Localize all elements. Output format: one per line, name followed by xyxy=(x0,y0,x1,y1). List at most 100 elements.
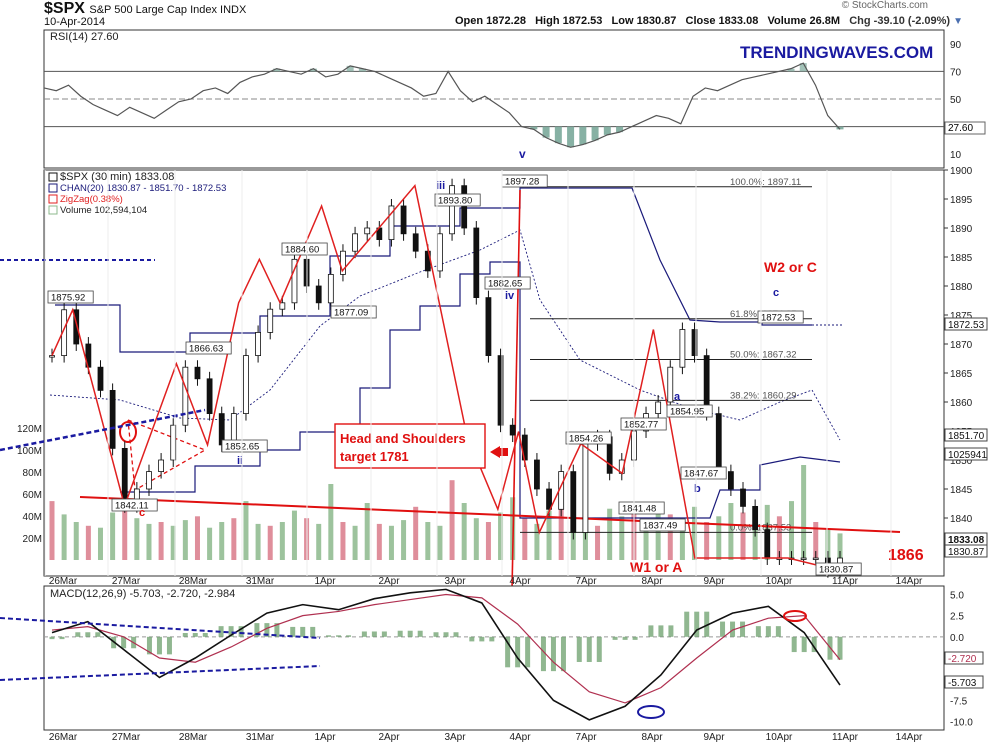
high-value: High 1872.53 xyxy=(535,15,603,27)
right-axis-badge xyxy=(944,447,988,461)
volume-bar xyxy=(182,520,188,560)
volume-bar xyxy=(437,525,443,560)
volume-bar xyxy=(461,503,467,560)
annotation-wave-c-left: c xyxy=(139,507,145,519)
triangle-down-icon[interactable]: ▼ xyxy=(953,16,964,27)
annotation-w2: W2 or C xyxy=(764,259,817,275)
trendline-dotted xyxy=(0,408,206,452)
rsi-panel: RSI(14) 27.60 TRENDINGWAVES.COM 10305070… xyxy=(43,29,986,169)
annotation-wave-ii: ii xyxy=(237,455,243,467)
macd-line xyxy=(51,588,841,721)
macd-x-tick-label: 7Apr xyxy=(575,732,597,743)
volume-bar xyxy=(413,506,419,560)
right-axis-label: 1830.87 xyxy=(948,547,985,558)
macd-histogram-bar xyxy=(632,636,638,640)
volume-bar xyxy=(546,510,552,560)
legend-entry: CHAN(20) 1830.87 - 1851.70 - 1872.53 xyxy=(60,183,226,194)
macd-histogram-bar xyxy=(381,631,387,637)
volume-bar xyxy=(837,533,843,560)
volume-bar xyxy=(328,484,334,560)
price-label: 1842.11 xyxy=(115,501,149,512)
price-tick-label: 1860 xyxy=(950,398,973,409)
price-label: 1884.60 xyxy=(285,245,319,256)
volume-bar xyxy=(73,522,79,560)
x-tick-label: 14Apr xyxy=(896,576,923,587)
candle-body xyxy=(267,308,274,333)
macd-signal-line xyxy=(51,593,841,704)
annotation-wave-c: c xyxy=(773,287,779,299)
x-tick-label: 9Apr xyxy=(703,576,725,587)
price-label-box xyxy=(47,290,94,304)
candle-body xyxy=(146,471,152,490)
candle-body xyxy=(97,366,104,391)
volume-bar xyxy=(122,504,128,560)
volume-bar xyxy=(194,516,200,560)
macd-histogram-bar xyxy=(238,626,244,637)
candle-body xyxy=(800,557,807,560)
macd-label: MACD(12,26,9) -5.703, -2.720, -2.984 xyxy=(50,588,235,600)
volume-bar xyxy=(473,518,479,560)
brand-credit: © StockCharts.com xyxy=(841,0,928,11)
candle-body xyxy=(461,185,468,229)
macd-histogram-bar xyxy=(668,625,674,637)
right-axis-label: 1872.53 xyxy=(948,320,985,331)
watermark: TRENDINGWAVES.COM xyxy=(740,43,933,62)
macd-tick-label: -10.0 xyxy=(950,718,973,729)
x-tick-label: 4Apr xyxy=(509,576,531,587)
volume-bar xyxy=(679,518,685,560)
right-axis-badge xyxy=(944,544,988,558)
x-tick-label: 1Apr xyxy=(314,576,336,587)
price-label-box xyxy=(618,501,665,515)
volume-bar xyxy=(376,523,382,560)
volume-bar xyxy=(692,506,698,560)
volume-bar xyxy=(728,503,734,560)
volume-bar xyxy=(158,522,164,560)
candle-body xyxy=(388,205,395,241)
candle-body xyxy=(715,413,722,473)
macd-histogram-bar xyxy=(417,630,423,637)
fib-label: 38.2%: 1860.29 xyxy=(730,390,797,401)
volume-bar xyxy=(243,501,249,560)
volume-tick-label: 40M xyxy=(23,512,42,523)
volume-bar xyxy=(813,522,819,560)
macd-histogram-bar xyxy=(166,636,172,655)
volume-bar xyxy=(570,520,576,560)
macd-tick-label: -7.5 xyxy=(950,696,968,707)
macd-histogram-bar xyxy=(326,635,332,637)
volume-bar xyxy=(667,514,673,560)
fib-label: 100.0%: 1897.11 xyxy=(730,177,801,188)
macd-histogram-bar xyxy=(684,611,690,637)
macd-x-tick-label: 11Apr xyxy=(832,732,859,743)
macd-histogram-bar xyxy=(59,636,65,640)
x-tick-label: 28Mar xyxy=(179,576,208,587)
volume-bar xyxy=(485,522,491,560)
macd-histogram-bar xyxy=(489,636,495,642)
macd-histogram-bar xyxy=(156,636,162,655)
volume-tick-label: 100M xyxy=(17,446,42,457)
macd-histogram-bar xyxy=(720,621,726,637)
close-value: Close 1833.08 xyxy=(685,15,759,27)
right-axis-label: 1833.08 xyxy=(948,535,985,546)
macd-histogram-bar xyxy=(469,636,475,642)
head-shoulders-box: Head and Shoulders target 1781 xyxy=(334,423,486,469)
price-tick-label: 1895 xyxy=(950,195,973,206)
macd-histogram-bar xyxy=(75,632,81,637)
price-label: 1877.09 xyxy=(334,308,368,319)
candle-body xyxy=(243,355,249,415)
macd-x-tick-label: 8Apr xyxy=(641,732,663,743)
price-tick-label: 1885 xyxy=(950,253,973,264)
candle-body xyxy=(206,378,213,414)
price-panel: 1835184018451850185518601865187018751880… xyxy=(0,147,988,591)
candle-body xyxy=(327,273,334,304)
macd-histogram-bar xyxy=(540,636,546,672)
x-tick-label: 31Mar xyxy=(246,576,275,587)
volume-bar xyxy=(825,529,831,560)
annotation-wave-v: v xyxy=(519,147,526,161)
candle-body xyxy=(315,285,322,304)
volume-bar xyxy=(279,522,285,560)
macd-histogram-bar xyxy=(218,626,224,637)
volume-bar xyxy=(255,523,261,560)
volume-tick-label: 20M xyxy=(23,534,42,545)
symbol: $SPX xyxy=(44,0,85,17)
